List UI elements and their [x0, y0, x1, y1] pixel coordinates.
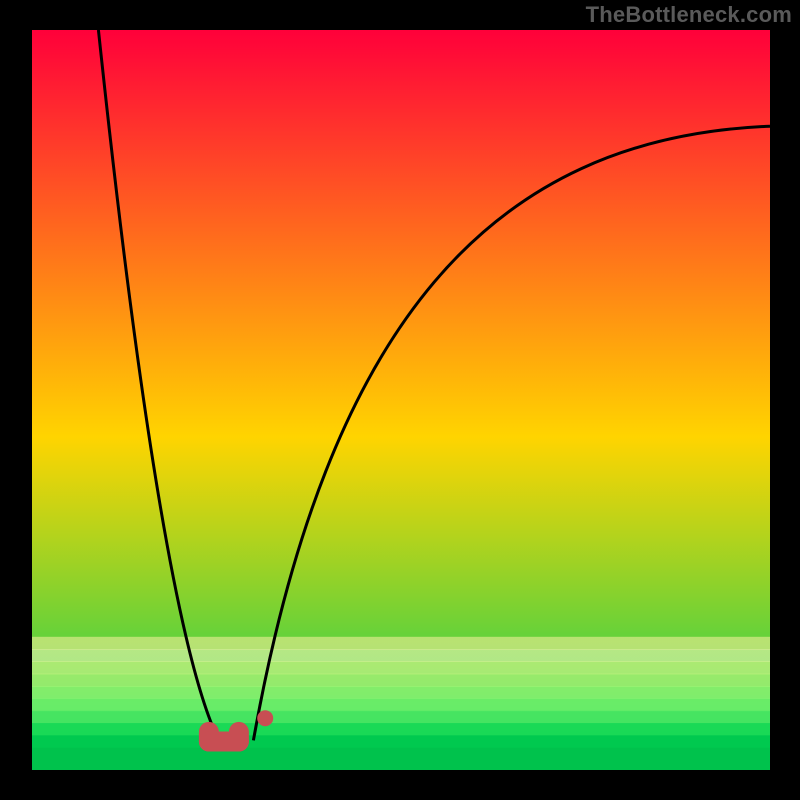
accent-band: [32, 735, 770, 748]
accent-band: [32, 686, 770, 699]
valley-dot: [257, 710, 273, 726]
accent-band: [32, 649, 770, 662]
accent-band: [32, 661, 770, 674]
baseline-bar: [32, 760, 770, 770]
accent-band: [32, 637, 770, 650]
chart-stage: TheBottleneck.com: [0, 0, 800, 800]
valley-u-join: [199, 732, 249, 752]
accent-band: [32, 748, 770, 761]
accent-band: [32, 711, 770, 724]
accent-band: [32, 723, 770, 736]
accent-band: [32, 698, 770, 711]
plot-group: [32, 30, 770, 770]
watermark-text: TheBottleneck.com: [586, 2, 792, 28]
accent-band: [32, 674, 770, 687]
bottleneck-plot: [0, 0, 800, 800]
